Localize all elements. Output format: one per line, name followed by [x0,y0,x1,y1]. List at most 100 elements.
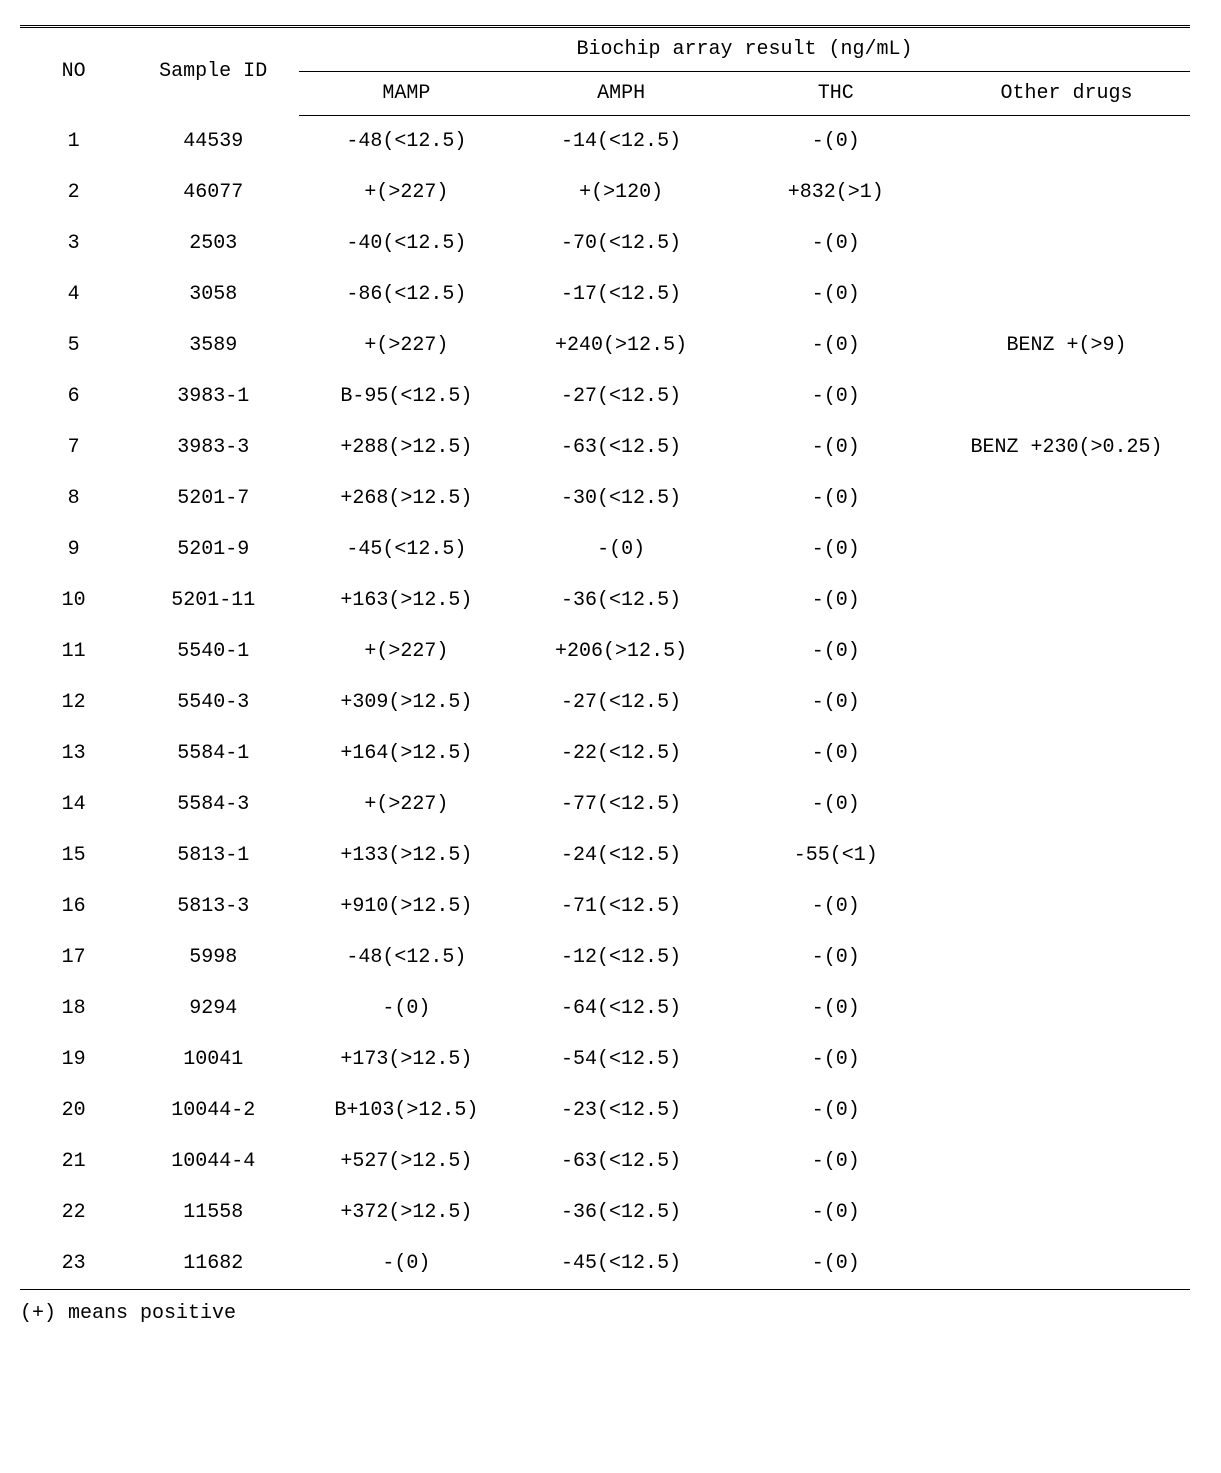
table-row: 135584-1+164(>12.5)-22(<12.5)-(0) [20,728,1190,779]
cell-mamp: +164(>12.5) [299,728,514,779]
cell-sample-id: 3983-3 [127,422,299,473]
cell-thc: -(0) [728,371,943,422]
cell-mamp: B-95(<12.5) [299,371,514,422]
cell-other [943,167,1190,218]
cell-sample-id: 5201-9 [127,524,299,575]
cell-sample-id: 5201-7 [127,473,299,524]
cell-mamp: -45(<12.5) [299,524,514,575]
results-table: NO Sample ID Biochip array result (ng/mL… [20,25,1190,1290]
cell-no: 7 [20,422,127,473]
cell-other [943,1085,1190,1136]
cell-sample-id: 5201-11 [127,575,299,626]
cell-thc: -(0) [728,932,943,983]
cell-mamp: +268(>12.5) [299,473,514,524]
table-row: 2110044-4+527(>12.5)-63(<12.5)-(0) [20,1136,1190,1187]
cell-thc: -(0) [728,677,943,728]
cell-sample-id: 11558 [127,1187,299,1238]
cell-other [943,983,1190,1034]
table-row: 175998-48(<12.5)-12(<12.5)-(0) [20,932,1190,983]
header-no: NO [20,27,127,116]
cell-amph: -27(<12.5) [514,371,729,422]
cell-mamp: +(>227) [299,779,514,830]
header-amph: AMPH [514,72,729,116]
cell-thc: -(0) [728,626,943,677]
cell-mamp: -40(<12.5) [299,218,514,269]
cell-amph: -36(<12.5) [514,1187,729,1238]
cell-amph: -63(<12.5) [514,422,729,473]
cell-other [943,269,1190,320]
cell-no: 11 [20,626,127,677]
cell-other [943,575,1190,626]
cell-thc: -(0) [728,473,943,524]
cell-no: 17 [20,932,127,983]
cell-other [943,218,1190,269]
cell-mamp: +527(>12.5) [299,1136,514,1187]
cell-mamp: -(0) [299,983,514,1034]
table-header: NO Sample ID Biochip array result (ng/mL… [20,27,1190,116]
cell-thc: -(0) [728,1034,943,1085]
cell-sample-id: 5813-3 [127,881,299,932]
cell-amph: -12(<12.5) [514,932,729,983]
table-row: 95201-9-45(<12.5)-(0)-(0) [20,524,1190,575]
table-row: 155813-1+133(>12.5)-24(<12.5)-55(<1) [20,830,1190,881]
cell-sample-id: 11682 [127,1238,299,1290]
cell-amph: -17(<12.5) [514,269,729,320]
table-row: 85201-7+268(>12.5)-30(<12.5)-(0) [20,473,1190,524]
cell-amph: +206(>12.5) [514,626,729,677]
cell-amph: -23(<12.5) [514,1085,729,1136]
cell-amph: -63(<12.5) [514,1136,729,1187]
cell-no: 1 [20,116,127,168]
table-row: 73983-3+288(>12.5)-63(<12.5)-(0)BENZ +23… [20,422,1190,473]
cell-amph: -27(<12.5) [514,677,729,728]
cell-mamp: -48(<12.5) [299,116,514,168]
cell-no: 10 [20,575,127,626]
cell-mamp: +133(>12.5) [299,830,514,881]
table-row: 165813-3+910(>12.5)-71(<12.5)-(0) [20,881,1190,932]
table-row: 115540-1+(>227)+206(>12.5)-(0) [20,626,1190,677]
cell-thc: -(0) [728,881,943,932]
cell-sample-id: 10044-2 [127,1085,299,1136]
cell-other [943,1238,1190,1290]
cell-mamp: -48(<12.5) [299,932,514,983]
cell-amph: -70(<12.5) [514,218,729,269]
cell-amph: -30(<12.5) [514,473,729,524]
cell-sample-id: 5540-3 [127,677,299,728]
cell-sample-id: 3589 [127,320,299,371]
cell-other [943,626,1190,677]
cell-mamp: +163(>12.5) [299,575,514,626]
cell-amph: -24(<12.5) [514,830,729,881]
cell-no: 16 [20,881,127,932]
cell-no: 20 [20,1085,127,1136]
header-other: Other drugs [943,72,1190,116]
cell-amph: -45(<12.5) [514,1238,729,1290]
footnote: (+) means positive [20,1302,1201,1325]
cell-sample-id: 5813-1 [127,830,299,881]
cell-thc: -(0) [728,524,943,575]
table-row: 43058-86(<12.5)-17(<12.5)-(0) [20,269,1190,320]
cell-other [943,524,1190,575]
cell-thc: -(0) [728,1085,943,1136]
cell-no: 8 [20,473,127,524]
cell-other [943,881,1190,932]
cell-no: 13 [20,728,127,779]
cell-mamp: +910(>12.5) [299,881,514,932]
cell-thc: -55(<1) [728,830,943,881]
cell-other: BENZ +(>9) [943,320,1190,371]
cell-mamp: -86(<12.5) [299,269,514,320]
cell-no: 4 [20,269,127,320]
table-row: 125540-3+309(>12.5)-27(<12.5)-(0) [20,677,1190,728]
table-row: 145584-3+(>227)-77(<12.5)-(0) [20,779,1190,830]
cell-other [943,473,1190,524]
table-row: 2211558+372(>12.5)-36(<12.5)-(0) [20,1187,1190,1238]
cell-other: BENZ +230(>0.25) [943,422,1190,473]
cell-amph: -(0) [514,524,729,575]
cell-thc: -(0) [728,320,943,371]
cell-thc: -(0) [728,1187,943,1238]
cell-no: 18 [20,983,127,1034]
cell-mamp: +372(>12.5) [299,1187,514,1238]
cell-sample-id: 46077 [127,167,299,218]
table-row: 105201-11+163(>12.5)-36(<12.5)-(0) [20,575,1190,626]
cell-sample-id: 5540-1 [127,626,299,677]
cell-mamp: +(>227) [299,167,514,218]
cell-thc: -(0) [728,779,943,830]
